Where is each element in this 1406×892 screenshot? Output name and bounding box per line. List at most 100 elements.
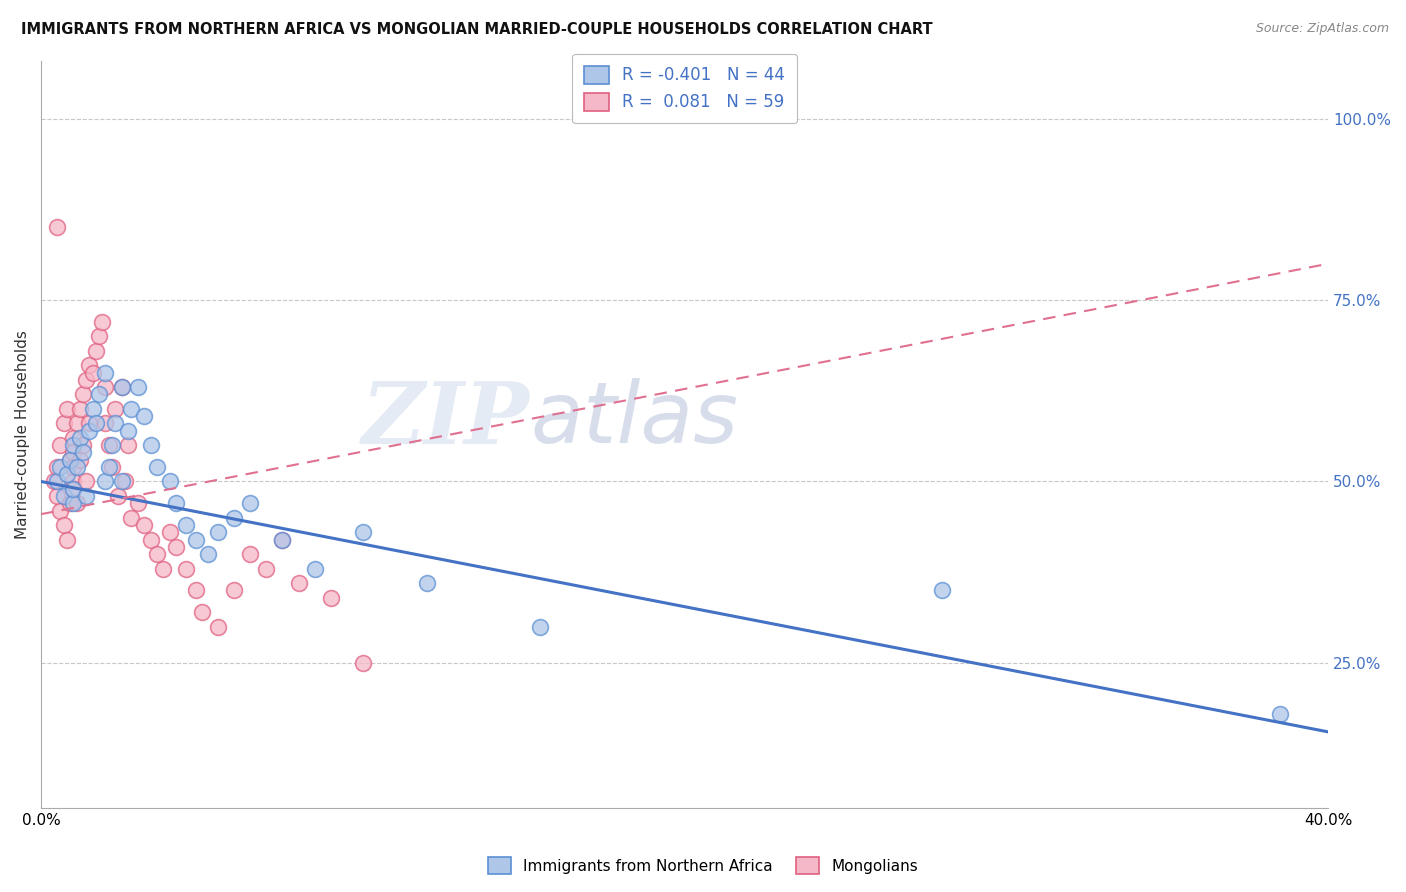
Point (56, 533, 79, 547)
Point (62, 438, 84, 452)
Point (75, 489, 97, 503)
Point (271, 533, 294, 547)
Point (352, 656, 374, 670)
Point (159, 475, 181, 489)
Point (165, 496, 187, 510)
Point (107, 489, 129, 503)
Point (97, 438, 120, 452)
Point (62, 460, 84, 475)
Point (52, 417, 75, 431)
Point (352, 525, 374, 540)
Point (120, 401, 142, 416)
Point (127, 380, 149, 394)
Point (46, 475, 69, 489)
Point (1268, 706, 1291, 721)
Point (127, 496, 149, 510)
Legend: Immigrants from Northern Africa, Mongolians: Immigrants from Northern Africa, Mongoli… (482, 851, 924, 880)
Point (207, 620, 229, 634)
Point (139, 533, 162, 547)
Point (49, 460, 72, 475)
Point (84, 417, 107, 431)
Point (117, 424, 139, 438)
Point (174, 518, 197, 533)
Point (87, 387, 110, 401)
Point (59, 452, 82, 467)
Point (271, 533, 294, 547)
Point (97, 460, 120, 475)
Point (104, 401, 127, 416)
Point (62, 482, 84, 496)
Point (239, 547, 262, 561)
Point (65, 460, 87, 475)
Point (132, 409, 155, 424)
Point (174, 561, 197, 575)
Point (72, 445, 94, 459)
Point (146, 460, 169, 475)
Point (110, 475, 132, 489)
Point (146, 547, 169, 561)
Point (62, 482, 84, 496)
Point (49, 503, 72, 517)
Point (254, 561, 277, 575)
Point (114, 475, 136, 489)
Point (52, 489, 75, 503)
Text: ZIP: ZIP (363, 377, 530, 461)
Point (110, 380, 132, 394)
Point (139, 438, 162, 452)
Point (69, 401, 91, 416)
Point (94, 417, 117, 431)
Point (152, 561, 174, 575)
Point (931, 583, 953, 598)
Point (224, 510, 246, 524)
Point (94, 475, 117, 489)
Point (239, 496, 262, 510)
Point (101, 438, 124, 452)
Point (184, 583, 207, 598)
Y-axis label: Married-couple Households: Married-couple Households (15, 330, 30, 539)
Point (84, 343, 107, 358)
Point (94, 380, 117, 394)
Point (42, 475, 65, 489)
Point (184, 533, 207, 547)
Point (304, 561, 326, 575)
Point (56, 401, 79, 416)
Point (56, 467, 79, 482)
Point (529, 620, 551, 634)
Point (224, 583, 246, 598)
Point (46, 489, 69, 503)
Point (94, 366, 117, 380)
Point (287, 576, 309, 591)
Point (46, 220, 69, 235)
Point (69, 452, 91, 467)
Point (319, 591, 342, 605)
Point (159, 525, 181, 540)
Point (110, 380, 132, 394)
Point (75, 475, 97, 489)
Point (62, 475, 84, 489)
Point (59, 496, 82, 510)
Point (79, 417, 101, 431)
Point (59, 452, 82, 467)
Text: IMMIGRANTS FROM NORTHERN AFRICA VS MONGOLIAN MARRIED-COUPLE HOUSEHOLDS CORRELATI: IMMIGRANTS FROM NORTHERN AFRICA VS MONGO… (21, 22, 932, 37)
Point (165, 540, 187, 554)
Point (62, 496, 84, 510)
Point (62, 445, 84, 459)
Point (104, 417, 127, 431)
Point (65, 417, 87, 431)
Point (91, 315, 114, 329)
Text: atlas: atlas (530, 378, 738, 461)
Point (101, 460, 124, 475)
Point (191, 605, 214, 619)
Point (79, 424, 101, 438)
Legend: R = -0.401   N = 44, R =  0.081   N = 59: R = -0.401 N = 44, R = 0.081 N = 59 (572, 54, 797, 123)
Point (52, 518, 75, 533)
Point (197, 547, 219, 561)
Point (72, 438, 94, 452)
Point (87, 329, 110, 343)
Text: Source: ZipAtlas.com: Source: ZipAtlas.com (1256, 22, 1389, 36)
Point (416, 576, 439, 591)
Point (46, 460, 69, 475)
Point (65, 496, 87, 510)
Point (69, 431, 91, 445)
Point (82, 366, 104, 380)
